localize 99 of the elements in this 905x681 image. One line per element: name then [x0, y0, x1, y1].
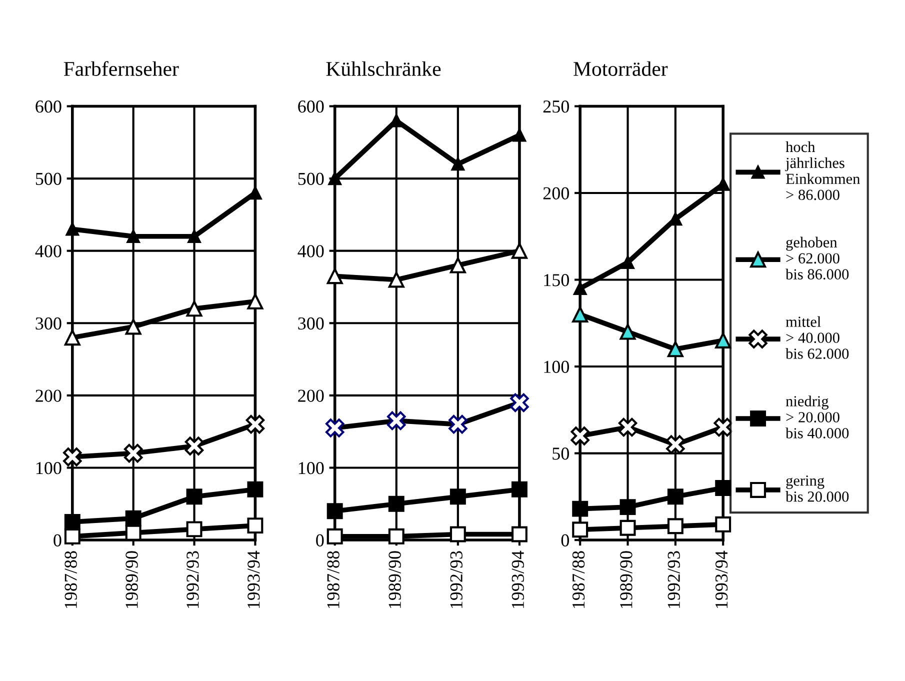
point — [188, 230, 201, 243]
point — [570, 426, 590, 446]
point — [247, 481, 264, 498]
x-tick-label: 1992/93 — [450, 551, 462, 608]
point — [667, 341, 684, 358]
y-tick-label: 0 — [316, 534, 324, 546]
point — [66, 222, 79, 236]
y-tick-label: 0 — [561, 534, 569, 546]
legend-label: hoch jährliches Einkommen > 86.000 — [785, 141, 860, 200]
point — [388, 528, 404, 544]
point — [326, 268, 343, 284]
point — [450, 526, 466, 542]
point — [714, 418, 732, 437]
legend-label: niedrig > 20.000 bis 40.000 — [786, 396, 849, 438]
point — [247, 293, 264, 310]
point — [667, 488, 684, 505]
x-tick-label: 1989/90 — [126, 551, 138, 608]
point — [325, 418, 344, 438]
y-tick-label: 600 — [298, 100, 324, 113]
x-tick-label: 1993/94 — [512, 550, 524, 608]
point — [247, 518, 264, 534]
point — [326, 528, 343, 544]
chart-title: Farbfernseher — [64, 61, 179, 76]
y-tick-label: 600 — [36, 100, 62, 113]
point — [246, 414, 265, 434]
legend-label: gehoben > 62.000 bis 86.000 — [786, 236, 849, 280]
point — [572, 522, 588, 538]
point — [184, 436, 204, 456]
point — [511, 526, 528, 542]
point — [186, 300, 202, 317]
x-tick-label: 1993/94 — [248, 550, 260, 608]
legend-label: mittel > 40.000 bis 62.000 — [786, 316, 849, 359]
point — [621, 256, 634, 270]
y-tick-label: 400 — [35, 245, 62, 258]
point — [448, 414, 468, 434]
point — [511, 242, 528, 259]
point — [186, 488, 202, 505]
chart-title: Motorräder — [574, 61, 668, 76]
point — [388, 272, 404, 288]
y-tick-label: 100 — [298, 462, 324, 474]
point — [64, 330, 80, 346]
y-tick-label: 300 — [298, 317, 324, 330]
point — [574, 282, 587, 296]
point — [248, 186, 262, 200]
point — [64, 514, 80, 530]
y-tick-label: 0 — [54, 534, 62, 546]
point — [387, 411, 406, 430]
legend-label: gering bis 20.000 — [786, 476, 849, 502]
x-tick-label: 1992/93 — [668, 551, 680, 608]
point — [125, 524, 142, 541]
point — [390, 114, 403, 128]
point — [668, 212, 682, 226]
point — [620, 520, 636, 536]
point — [63, 448, 82, 466]
point — [715, 516, 732, 532]
point — [618, 418, 638, 437]
x-tick-label: 1989/90 — [388, 551, 401, 608]
point — [451, 157, 465, 171]
point — [388, 496, 404, 512]
point — [667, 518, 684, 534]
point — [126, 230, 140, 243]
point — [511, 481, 528, 498]
y-tick-label: 500 — [298, 172, 324, 185]
chart-title: Kühlschränke — [326, 61, 441, 76]
y-tick-label: 100 — [544, 360, 569, 373]
point — [124, 444, 143, 463]
y-tick-label: 200 — [543, 187, 569, 200]
y-tick-label: 50 — [552, 448, 569, 460]
x-tick-label: 1987/88 — [64, 551, 77, 608]
point — [666, 435, 685, 454]
point — [125, 510, 142, 526]
point — [64, 528, 80, 544]
point — [510, 393, 529, 412]
point — [572, 500, 588, 517]
point — [326, 503, 343, 520]
y-tick-label: 200 — [298, 390, 324, 402]
point — [716, 178, 730, 191]
point — [450, 488, 466, 505]
x-tick-label: 1987/88 — [327, 551, 340, 608]
y-tick-label: 500 — [36, 172, 62, 185]
y-tick-label: 400 — [298, 245, 324, 258]
y-tick-label: 250 — [543, 100, 569, 113]
point — [620, 324, 636, 340]
point — [328, 172, 342, 186]
point — [715, 480, 732, 496]
y-tick-label: 150 — [544, 274, 569, 286]
point — [715, 332, 732, 348]
point — [620, 499, 636, 516]
y-tick-label: 200 — [36, 390, 62, 402]
y-tick-label: 100 — [36, 462, 62, 474]
y-tick-label: 300 — [36, 317, 62, 330]
point — [572, 306, 588, 322]
x-tick-label: 1992/93 — [186, 551, 199, 608]
x-tick-label: 1987/88 — [572, 551, 585, 608]
point — [512, 128, 526, 142]
point — [186, 521, 202, 538]
point — [450, 257, 466, 274]
x-tick-label: 1993/94 — [715, 550, 728, 608]
x-tick-label: 1989/90 — [620, 551, 632, 608]
